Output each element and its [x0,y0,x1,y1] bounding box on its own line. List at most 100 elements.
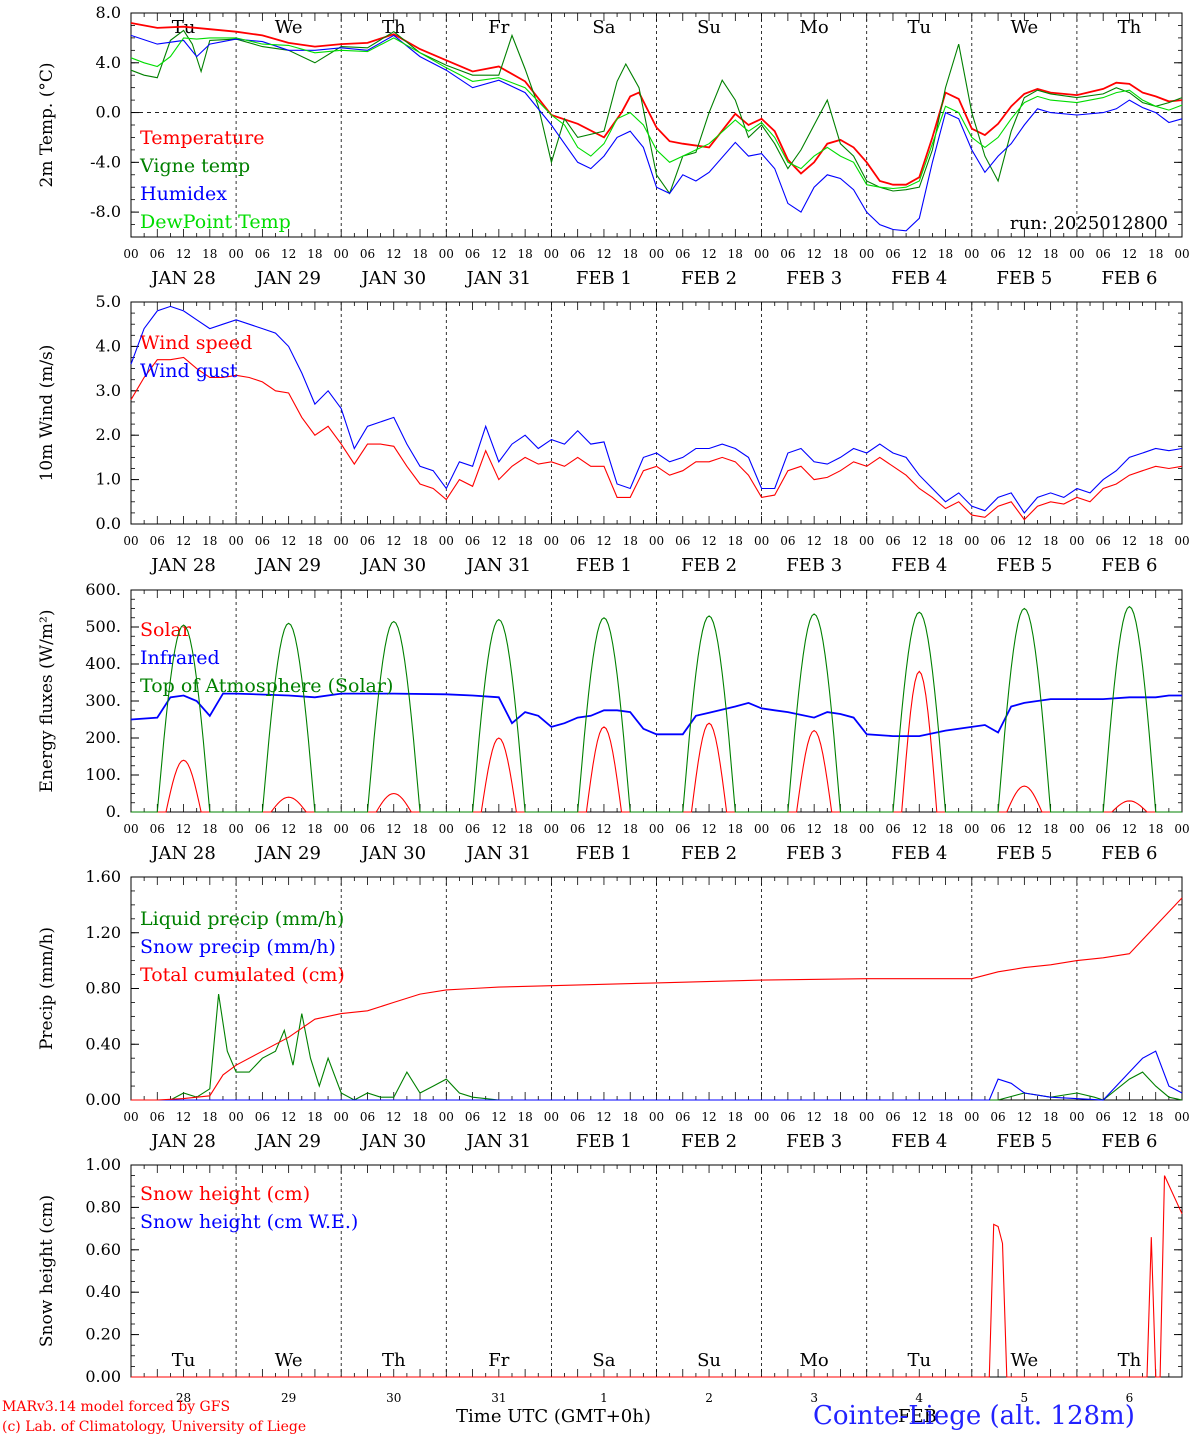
hour-tick-label: 12 [1122,822,1137,836]
hour-tick-label: 18 [623,822,638,836]
date-label: FEB 4 [891,555,947,576]
hour-tick-label: 00 [334,822,349,836]
date-label: JAN 28 [149,268,216,289]
hour-tick-label: 06 [150,822,165,836]
hour-tick-label: 00 [649,534,664,548]
hour-tick-label: 06 [780,822,795,836]
y-tick-label: 3.0 [96,381,121,400]
legend-entry: Snow height (cm W.E.) [140,1211,358,1233]
y-tick-label: 0.80 [85,1197,121,1216]
hour-tick-label: 18 [1148,534,1163,548]
hour-tick-label: 12 [596,534,611,548]
date-label: JAN 28 [149,1131,216,1152]
series-line-total-cumulated-cm- [131,897,1183,1101]
weekday-label: Th [1118,17,1142,38]
hour-tick-label: 00 [1174,534,1189,548]
hour-tick-label: 12 [281,1110,296,1124]
hour-tick-label: 18 [1043,247,1058,261]
series-line-vigne-temp [130,29,1183,195]
panel-1: -8.0 -4.0 0.0 4.0 8.0 2m Temp. (°C) 00 06 12 18 00… [37,3,1190,289]
hour-tick-label: 12 [281,822,296,836]
date-label: FEB 5 [996,555,1052,576]
y-axis-label: 2m Temp. (°C) [37,62,57,187]
hour-tick-label: 18 [412,822,427,836]
hour-tick-label: 00 [1174,822,1189,836]
hour-tick-label: 18 [938,822,953,836]
legend-entry: Vigne temp [139,155,250,177]
hour-tick-label: 12 [281,534,296,548]
weekday-label: Th [382,17,406,38]
weekday-label: Fr [488,1350,509,1371]
hour-tick-label: 18 [623,534,638,548]
hour-tick-label: 06 [570,822,585,836]
hour-tick-label: 18 [833,247,848,261]
run-label: run: 2025012800 [1010,213,1168,234]
y-tick-label: -4.0 [90,152,121,171]
date-label: FEB 2 [681,843,737,864]
day-number-label: 3 [810,1391,818,1405]
weekday-label: We [275,1350,303,1371]
hour-tick-label: 18 [1148,1110,1163,1124]
panel-3: 0. 100. 200. 300. 400. 500. 600. Energy fluxes … [37,580,1190,864]
hour-tick-label: 06 [1096,534,1111,548]
y-tick-label: 1.00 [85,1155,121,1174]
weekday-label: Tu [907,17,931,38]
y-tick-label: 0.80 [85,979,121,998]
hour-tick-label: 18 [307,247,322,261]
hour-tick-label: 18 [307,1110,322,1124]
date-label: JAN 30 [359,843,426,864]
date-label: JAN 31 [465,268,532,289]
date-label: JAN 28 [149,555,216,576]
hour-tick-label: 00 [123,1110,138,1124]
hour-tick-label: 00 [1174,1110,1189,1124]
y-tick-label: 0.60 [85,1240,121,1259]
legend-entry: Infrared [140,647,220,669]
weekday-label: Tu [907,1350,931,1371]
day-number-label: 29 [281,1391,296,1405]
hour-tick-label: 06 [255,534,270,548]
date-label: FEB 1 [576,843,632,864]
hour-tick-label: 12 [807,534,822,548]
hour-tick-label: 12 [491,247,506,261]
hour-tick-label: 00 [1174,247,1189,261]
date-label: FEB 5 [996,1131,1052,1152]
hour-tick-label: 12 [1017,247,1032,261]
hour-tick-label: 18 [517,247,532,261]
y-tick-label: 0.20 [85,1325,121,1344]
hour-tick-label: 18 [833,534,848,548]
y-tick-label: 0.40 [85,1034,121,1053]
legend-entry: Humidex [140,183,227,205]
date-label: FEB 1 [576,268,632,289]
date-label: FEB 6 [1101,555,1157,576]
hour-tick-label: 06 [780,534,795,548]
hour-tick-label: 00 [1069,534,1084,548]
station-name: Cointe-Liege (alt. 128m) [813,1401,1135,1431]
y-axis-label: 10m Wind (m/s) [37,345,57,482]
hour-tick-label: 12 [912,247,927,261]
y-tick-label: 0.00 [85,1367,121,1386]
hour-tick-label: 00 [754,534,769,548]
hour-tick-label: 18 [938,247,953,261]
y-tick-label: 100. [85,765,121,784]
hour-tick-label: 12 [386,822,401,836]
y-tick-label: 4.0 [96,336,121,355]
weekday-label: We [1011,1350,1039,1371]
y-axis-label: Snow height (cm) [37,1195,57,1347]
hour-tick-label: 18 [307,822,322,836]
day-number-label: 1 [600,1391,608,1405]
hour-tick-label: 06 [570,247,585,261]
panel-4: 0.00 0.40 0.80 1.20 1.60 Precip (mm/h) 00 06 12 1… [37,867,1190,1152]
hour-tick-label: 06 [465,822,480,836]
hour-tick-label: 12 [176,247,191,261]
hour-tick-label: 00 [228,247,243,261]
y-tick-label: 1.60 [85,867,121,886]
weekday-label: Th [382,1350,406,1371]
date-label: JAN 28 [149,843,216,864]
legend-entry: Wind gust [140,360,238,382]
hour-tick-label: 06 [780,1110,795,1124]
hour-tick-label: 06 [990,1110,1005,1124]
day-number-label: 31 [491,1391,506,1405]
date-label: FEB 1 [576,1131,632,1152]
hour-tick-label: 00 [228,1110,243,1124]
